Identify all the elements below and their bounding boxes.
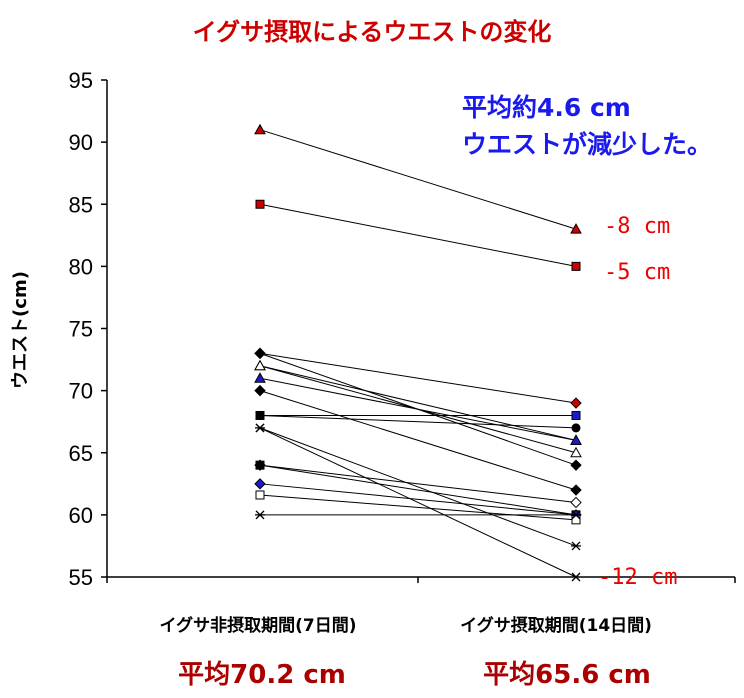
y-tick-label: 70 [69, 379, 93, 404]
series-line [259, 365, 577, 441]
series-line [259, 464, 577, 516]
series-markers [254, 123, 582, 582]
series-marker [254, 123, 266, 135]
series-marker [571, 541, 581, 551]
series-marker [254, 384, 266, 397]
series-marker [570, 434, 582, 445]
series-marker [571, 515, 581, 525]
series-line [259, 203, 577, 267]
y-axis-label: ウエスト(cm) [10, 271, 31, 389]
series-line [259, 129, 577, 230]
series-marker [255, 490, 265, 500]
series-marker [570, 446, 582, 458]
series-line [259, 414, 577, 429]
series-marker [254, 478, 266, 490]
average-note-line1: 平均約4.6 cm [462, 93, 631, 122]
diff-label-top: -8 cm [604, 214, 670, 239]
series-line [259, 427, 577, 578]
series-marker [570, 223, 582, 234]
series-marker [571, 261, 581, 271]
x-category-label-after: イグサ摂取期間(14日間) [460, 615, 652, 636]
series-line [259, 494, 577, 521]
y-tick-label: 65 [69, 441, 93, 466]
series-marker [570, 397, 582, 409]
series-marker [254, 359, 266, 371]
diff-label-bottom: -12 cm [598, 565, 677, 590]
average-after-label: 平均65.6 cm [483, 660, 651, 690]
series-line [259, 352, 577, 404]
series-line [259, 483, 577, 516]
diff-label-second: -5 cm [604, 260, 670, 285]
x-category-label-before: イグサ非摂取期間(7日間) [159, 615, 356, 636]
series-marker [254, 347, 266, 360]
series-marker [571, 510, 581, 520]
average-note-line2: ウエストが減少した。 [462, 130, 712, 159]
series-line [259, 464, 577, 503]
y-tick-label: 95 [69, 68, 93, 93]
series-marker [255, 510, 265, 520]
series-marker [571, 423, 581, 433]
y-tick-label: 55 [69, 565, 93, 590]
series-line [259, 427, 577, 547]
y-tick-label: 75 [69, 317, 93, 342]
series-lines [259, 129, 577, 578]
y-tick-label: 85 [69, 192, 93, 217]
series-line [259, 377, 577, 441]
average-before-label: 平均70.2 cm [178, 660, 346, 690]
series-marker [570, 484, 582, 496]
y-tick-label: 80 [69, 254, 93, 279]
series-marker [255, 199, 265, 209]
chart-title: イグサ摂取によるウエストの変化 [192, 18, 552, 46]
y-tick-label: 60 [69, 503, 93, 528]
series-marker [570, 496, 582, 509]
series-marker [255, 410, 265, 420]
series-marker [255, 460, 265, 470]
y-ticks: 55 60 65 70 75 80 85 90 95 [69, 68, 107, 590]
series-marker [570, 459, 582, 471]
series-marker [571, 410, 581, 420]
series-marker [571, 572, 581, 582]
y-tick-label: 90 [69, 130, 93, 155]
series-line [259, 390, 577, 491]
series-marker [254, 372, 266, 383]
series-marker [255, 423, 265, 433]
